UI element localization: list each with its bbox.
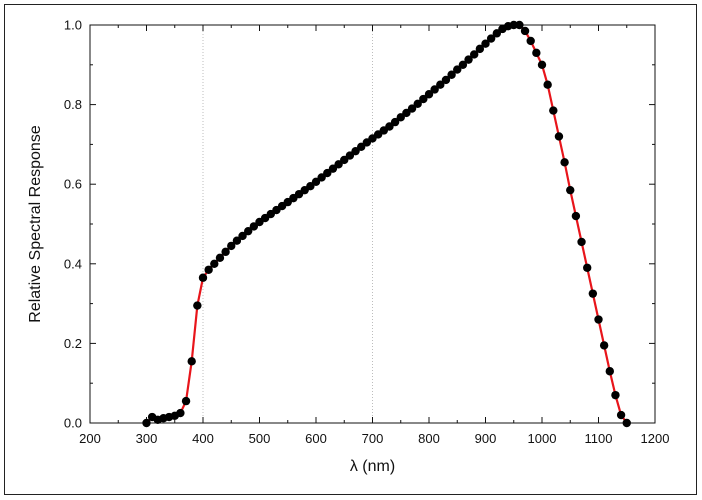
data-point xyxy=(311,177,321,187)
data-point xyxy=(470,50,479,59)
y-tick-label: 0.2 xyxy=(64,336,82,351)
data-point xyxy=(244,226,253,236)
data-point xyxy=(193,301,202,310)
data-point xyxy=(249,222,259,231)
axes: 200 300 400 500 600 700 800 900 1000 1100 1200 0.0 0… xyxy=(64,18,670,447)
data-point xyxy=(616,410,626,420)
data-point xyxy=(407,104,417,113)
data-point xyxy=(532,48,541,58)
data-point xyxy=(622,418,631,428)
data-point xyxy=(588,289,598,298)
x-tick-label: 400 xyxy=(192,431,214,446)
y-tick-label: 0.8 xyxy=(64,97,82,112)
data-point xyxy=(537,60,547,69)
data-point xyxy=(526,36,535,46)
data-point xyxy=(436,80,445,89)
data-point xyxy=(560,158,569,167)
data-point xyxy=(198,273,208,282)
data-point xyxy=(357,142,366,151)
y-tick-label: 0.0 xyxy=(64,416,82,431)
x-axis-label: λ (nm) xyxy=(350,458,395,475)
chart-frame xyxy=(4,4,697,495)
series-line xyxy=(145,23,628,424)
y-axis-label: Relative Spectral Response xyxy=(27,125,44,323)
data-point xyxy=(486,34,496,43)
data-point xyxy=(328,164,338,173)
data-point xyxy=(390,117,400,127)
data-point xyxy=(549,106,558,115)
data-point xyxy=(176,408,185,418)
data-point xyxy=(187,357,196,366)
data-point xyxy=(142,418,151,428)
data-point xyxy=(306,181,315,191)
data-point xyxy=(345,151,355,160)
x-tick-label: 800 xyxy=(418,431,440,446)
x-tick-label: 1000 xyxy=(528,431,557,446)
data-point xyxy=(424,90,434,99)
x-tick-label: 300 xyxy=(136,431,158,446)
data-point xyxy=(566,185,575,195)
series-layer xyxy=(142,20,631,428)
data-point xyxy=(475,44,485,54)
data-point xyxy=(520,26,530,36)
data-point xyxy=(238,231,247,241)
data-point xyxy=(441,75,451,85)
data-point xyxy=(481,39,490,48)
y-tick-label: 1.0 xyxy=(64,18,82,33)
data-point xyxy=(385,122,394,131)
data-point xyxy=(605,367,614,376)
data-point xyxy=(594,315,603,324)
data-point xyxy=(419,94,428,104)
y-tick-label: 0.6 xyxy=(64,177,82,192)
data-point xyxy=(577,237,586,247)
data-point xyxy=(396,113,405,122)
grid-lines xyxy=(202,25,373,423)
data-point xyxy=(215,253,225,263)
x-tick-label: 900 xyxy=(475,431,497,446)
data-point xyxy=(323,168,332,178)
data-point xyxy=(232,236,242,245)
x-tick-label: 600 xyxy=(305,431,327,446)
data-point xyxy=(543,80,552,89)
data-point xyxy=(210,259,219,268)
x-tick-label: 1100 xyxy=(585,431,613,446)
data-point xyxy=(340,155,349,165)
x-tick-label: 200 xyxy=(79,431,101,446)
data-point xyxy=(453,65,462,74)
data-point xyxy=(458,60,468,69)
data-point xyxy=(554,132,564,141)
data-point xyxy=(430,85,439,94)
data-point xyxy=(317,173,326,182)
y-tick-label: 0.4 xyxy=(64,256,82,271)
data-point xyxy=(599,341,609,350)
data-point xyxy=(447,70,456,79)
data-point xyxy=(611,390,620,400)
data-point xyxy=(351,146,360,156)
data-point xyxy=(464,55,473,64)
data-point xyxy=(227,241,236,251)
data-point xyxy=(402,108,411,118)
x-tick-label: 700 xyxy=(362,431,384,446)
data-point xyxy=(492,29,501,38)
data-point xyxy=(583,263,592,272)
data-point xyxy=(221,247,230,257)
data-point xyxy=(204,265,213,274)
data-point xyxy=(334,160,343,169)
x-tick-label: 1200 xyxy=(641,431,670,446)
data-point xyxy=(181,396,191,406)
data-point xyxy=(515,20,524,30)
x-tick-label: 500 xyxy=(249,431,271,446)
data-point xyxy=(571,211,581,221)
data-point xyxy=(413,99,422,109)
